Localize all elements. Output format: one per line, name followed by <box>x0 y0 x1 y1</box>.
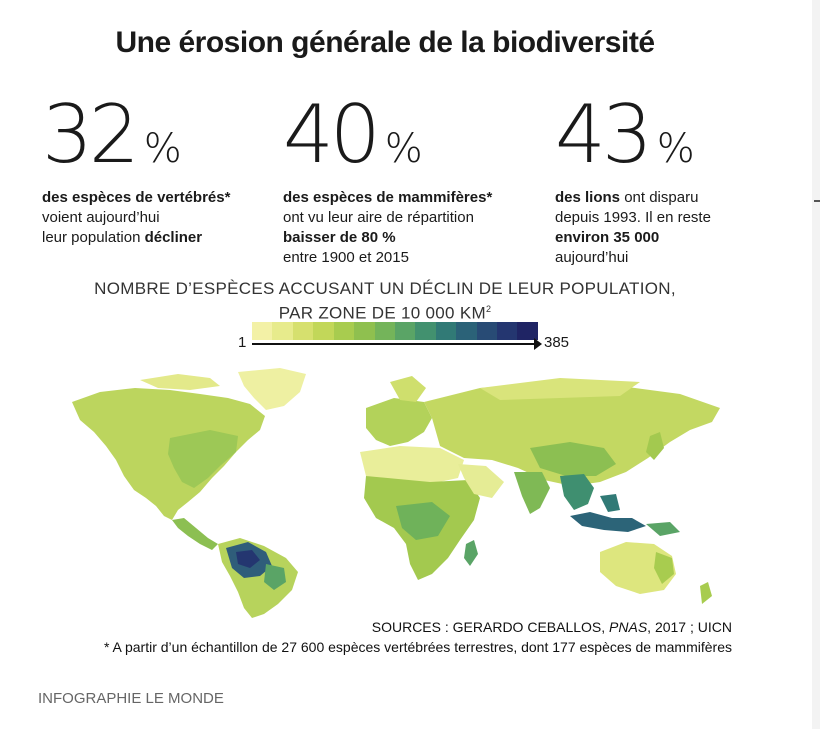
legend-gradient-bar <box>252 322 538 340</box>
scandinavia <box>390 376 426 402</box>
stat-text-bold: des espèces de mammifères* <box>283 189 493 206</box>
stat-text-bold: des espèces de vertébrés* <box>42 189 231 206</box>
legend-swatch <box>252 322 273 340</box>
legend-arrow-icon <box>534 338 542 350</box>
stat-text: ont disparu <box>620 189 699 206</box>
legend-swatch <box>292 322 314 340</box>
stat-line: voient aujourd’hui <box>42 208 292 228</box>
legend-swatch <box>476 322 498 340</box>
legend-swatch <box>374 322 395 340</box>
north-america-east <box>168 430 238 488</box>
stat-mammals: 40% des espèces de mammifères* ont vu leu… <box>283 88 533 268</box>
page-right-edge <box>812 0 820 729</box>
madagascar <box>464 540 478 566</box>
stat-description: des espèces de mammifères* ont vu leur ai… <box>283 188 533 268</box>
infographic-credit: INFOGRAPHIE LE MONDE <box>38 690 224 707</box>
stat-number: 43% <box>555 88 695 181</box>
australia-east <box>654 552 674 584</box>
europe <box>366 398 432 446</box>
central-america <box>172 518 218 550</box>
stat-line: depuis 1993. Il en reste <box>555 208 805 228</box>
stat-line: entre 1900 et 2015 <box>283 248 533 268</box>
stat-line: ont vu leur aire de répartition <box>283 208 533 228</box>
infographic-title: Une érosion générale de la biodiversité <box>115 26 655 59</box>
world-map <box>72 368 720 618</box>
legend-swatch <box>435 322 457 340</box>
stat-text: ont vu leur aire de répartition <box>283 209 474 226</box>
map-title: NOMBRE D’ESPÈCES ACCUSANT UN DÉCLIN DE L… <box>94 279 676 323</box>
philippines-borneo <box>600 494 620 512</box>
stat-line: des espèces de mammifères* <box>283 188 533 208</box>
stat-text: leur population <box>42 229 145 246</box>
legend-swatch <box>456 322 477 340</box>
stat-line: des lions ont disparu <box>555 188 805 208</box>
legend-swatch <box>394 322 416 340</box>
stat-text-bold: des lions <box>555 189 621 206</box>
legend-swatch <box>415 322 436 340</box>
legend-min-label: 1 <box>238 334 247 351</box>
legend-swatch <box>313 322 334 340</box>
stat-line: leur population décliner <box>42 228 292 248</box>
footnote: * A partir d’un échantillon de 27 600 es… <box>103 639 732 655</box>
legend-swatch <box>497 322 518 340</box>
stat-line: des espèces de vertébrés* <box>42 188 292 208</box>
stat-text: aujourd’hui <box>555 249 629 266</box>
sources-line: SOURCES : GERARDO CEBALLOS, PNAS, 2017 ;… <box>371 619 732 635</box>
japan <box>646 432 664 460</box>
asia <box>424 382 720 486</box>
brazil-atlantic <box>264 564 286 590</box>
new-zealand <box>700 582 712 604</box>
amazon-core <box>236 550 260 568</box>
indonesia <box>570 512 646 532</box>
stat-text: entre 1900 et 2015 <box>283 249 409 266</box>
stat-lions: 43% des lions ont disparu depuis 1993. Il… <box>555 88 805 268</box>
stat-number: 32% <box>42 88 182 181</box>
stat-text-bold: baisser de 80 % <box>283 229 396 246</box>
legend-axis-line <box>252 343 538 345</box>
legend-swatch <box>272 322 293 340</box>
arabia <box>458 464 504 498</box>
greenland <box>238 368 306 410</box>
stat-description: des espèces de vertébrés* voient aujourd’… <box>42 188 292 248</box>
stat-text: voient aujourd’hui <box>42 209 160 226</box>
legend-max-label: 385 <box>544 334 570 351</box>
stat-text: depuis 1993. Il en reste <box>555 209 711 226</box>
color-legend: 1 385 <box>238 322 578 362</box>
stat-line: baisser de 80 % <box>283 228 533 248</box>
stat-description: des lions ont disparu depuis 1993. Il en … <box>555 188 805 268</box>
africa-central <box>396 502 450 540</box>
himalaya-china <box>530 442 616 476</box>
legend-swatch <box>333 322 355 340</box>
legend-swatch <box>354 322 375 340</box>
southeast-asia <box>560 474 594 510</box>
new-guinea <box>646 522 680 536</box>
stat-vertebrates: 32% des espèces de vertébrés* voient aujo… <box>42 88 292 248</box>
edge-tick <box>814 200 820 202</box>
stat-text-bold: décliner <box>144 229 203 246</box>
stat-line: aujourd’hui <box>555 248 805 268</box>
stat-number: 40% <box>283 88 423 181</box>
stat-line: environ 35 000 <box>555 228 805 248</box>
stat-text-bold: environ 35 000 <box>555 229 660 246</box>
siberia-north <box>480 378 640 400</box>
africa-north <box>360 446 464 484</box>
india <box>514 472 550 514</box>
arctic-islands <box>140 374 220 390</box>
legend-swatch <box>517 322 538 340</box>
